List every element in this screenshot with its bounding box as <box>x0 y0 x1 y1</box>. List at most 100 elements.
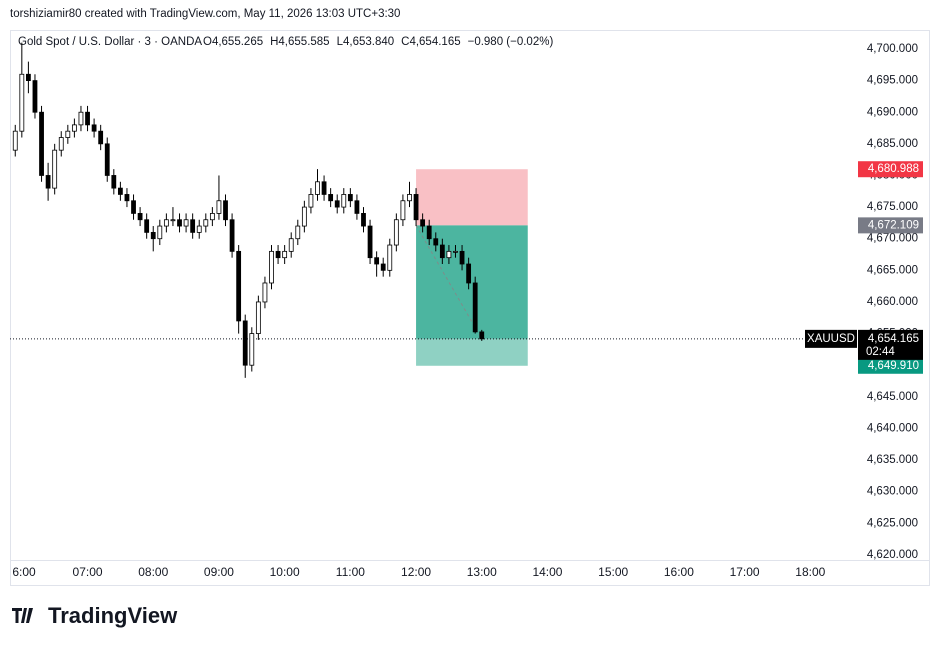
candle-body <box>288 238 294 252</box>
candle-body <box>420 219 426 227</box>
candle-body <box>12 130 18 151</box>
countdown-label: 02:44 <box>866 346 895 358</box>
candle-body <box>242 320 248 366</box>
candle-body <box>295 225 301 240</box>
candle-body <box>91 124 97 132</box>
candle-body <box>98 130 104 145</box>
y-tick-label: 4,630.000 <box>867 486 918 498</box>
candle-body <box>328 194 334 202</box>
x-tick-label: 09:00 <box>204 565 234 579</box>
candle-body <box>170 219 176 222</box>
candle-body <box>104 143 110 176</box>
candle-body <box>183 219 189 227</box>
candle-body <box>111 175 117 189</box>
candle-body <box>361 213 366 227</box>
y-tick-label: 4,640.000 <box>867 422 918 434</box>
candle-body <box>347 194 353 202</box>
x-tick-label: 6:00 <box>12 565 36 579</box>
y-tick-label: 4,660.000 <box>867 296 918 308</box>
candle-body <box>124 194 130 202</box>
candle-body <box>400 200 406 221</box>
candle-body <box>255 301 261 334</box>
price-label-bg <box>858 217 923 234</box>
candle-body <box>413 194 419 221</box>
y-tick-label: 4,685.000 <box>867 138 918 150</box>
chart-title: Gold Spot / U.S. Dollar · 3 · OANDA <box>18 36 202 48</box>
y-tick-label: 4,675.000 <box>867 201 918 213</box>
candle-body <box>466 263 472 284</box>
candle-body <box>65 130 71 138</box>
candle-body <box>236 250 242 322</box>
price-label-bg <box>858 161 923 178</box>
y-tick-label: 4,700.000 <box>867 43 918 55</box>
brand-name: TradingView <box>48 603 178 628</box>
y-tick-label: 4,695.000 <box>867 75 918 87</box>
candle-body <box>380 263 386 271</box>
legend-value: −0.980 (−0.02%) <box>468 36 554 48</box>
candle-body <box>407 194 412 202</box>
candle-body <box>479 331 485 340</box>
candle-body <box>374 257 380 265</box>
y-tick-label: 4,620.000 <box>867 549 918 561</box>
x-tick-label: 08:00 <box>138 565 168 579</box>
candle-body <box>275 250 281 259</box>
candle-body <box>216 200 222 214</box>
x-tick-label: 14:00 <box>532 565 562 579</box>
x-tick-label: 17:00 <box>730 565 760 579</box>
candle-body <box>334 200 340 208</box>
legend-value: O4,655.265 <box>203 36 263 48</box>
candle-body <box>387 244 393 271</box>
last-price-bg <box>858 329 923 360</box>
candle-body <box>85 111 90 126</box>
candle-body <box>39 111 44 176</box>
legend-value: C4,654.165 <box>401 36 460 48</box>
reward-zone <box>416 225 528 339</box>
last-price-label: 4,654.165 <box>868 333 919 345</box>
candle-body <box>249 333 255 366</box>
x-tick-label: 15:00 <box>598 565 628 579</box>
symbol-label-bg <box>805 329 857 348</box>
logo-mark <box>12 608 33 623</box>
legend-value: L4,653.840 <box>337 36 395 48</box>
x-tick-label: 12:00 <box>401 565 431 579</box>
candle-body <box>196 225 202 233</box>
position-path <box>415 225 483 340</box>
x-tick-label: 18:00 <box>795 565 825 579</box>
x-tick-label: 16:00 <box>664 565 694 579</box>
candle-body <box>472 282 478 333</box>
y-tick-label: 4,665.000 <box>867 264 918 276</box>
candle-body <box>45 175 51 189</box>
candle-body <box>71 124 77 132</box>
candle-body <box>58 137 64 151</box>
y-tick-label: 4,670.000 <box>867 233 918 245</box>
candle-body <box>32 80 38 113</box>
y-tick-label: 4,625.000 <box>867 517 918 529</box>
candle-body <box>301 206 307 227</box>
candle-body <box>282 250 288 259</box>
candle-body <box>321 181 327 195</box>
x-tick-label: 11:00 <box>336 565 365 579</box>
x-tick-label: 07:00 <box>73 565 103 579</box>
candle-body <box>315 181 320 195</box>
candle-body <box>137 213 143 221</box>
candle-body <box>150 231 156 240</box>
candle-body <box>209 213 215 221</box>
candle-body <box>269 250 274 284</box>
candle-body <box>439 244 445 259</box>
candle-body <box>52 149 58 189</box>
candle-body <box>367 225 373 259</box>
candle-body <box>190 219 196 233</box>
symbol-label: XAUUSD <box>807 333 855 345</box>
price-label-bg <box>858 357 923 374</box>
candle-body <box>163 219 169 227</box>
x-tick-label: 10:00 <box>270 565 300 579</box>
price-label: 4,649.910 <box>868 360 919 372</box>
candle-body <box>433 238 439 246</box>
candle-body <box>354 200 360 214</box>
risk-zone <box>416 169 528 226</box>
candle-body <box>19 73 25 132</box>
candle-body <box>117 187 123 195</box>
brand-logo: TradingView <box>12 603 178 628</box>
chart-frame <box>10 30 930 586</box>
